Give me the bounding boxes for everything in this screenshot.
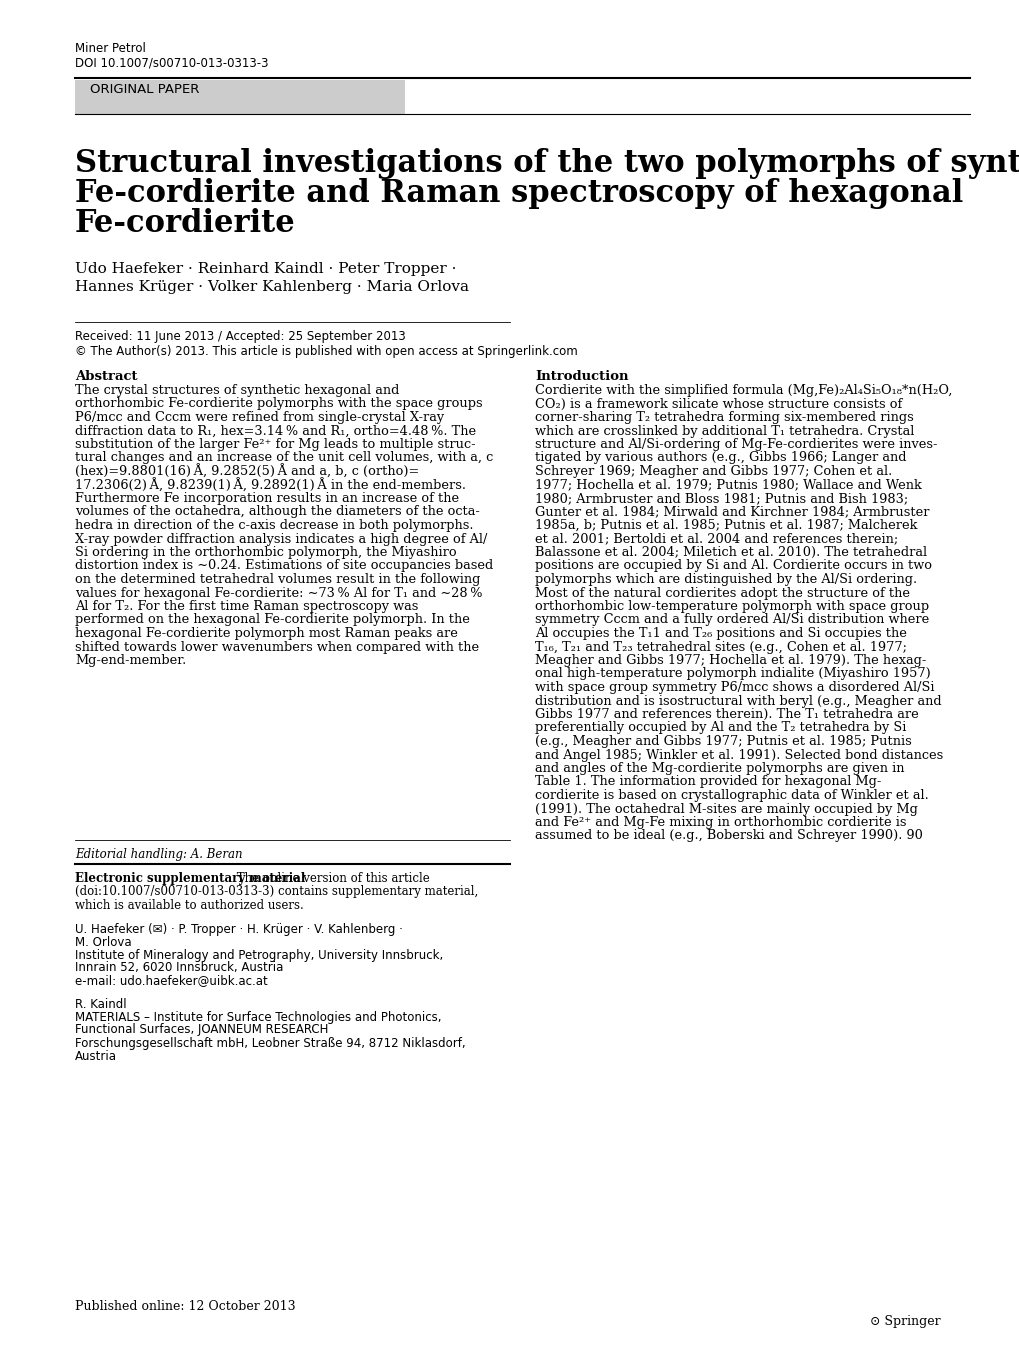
Text: ⊙ Springer: ⊙ Springer (869, 1314, 940, 1328)
Text: volumes of the octahedra, although the diameters of the octa-: volumes of the octahedra, although the d… (75, 505, 479, 519)
Text: Austria: Austria (75, 1050, 117, 1062)
Text: and Angel 1985; Winkler et al. 1991). Selected bond distances: and Angel 1985; Winkler et al. 1991). Se… (535, 748, 943, 762)
Text: which are crosslinked by additional T₁ tetrahedra. Crystal: which are crosslinked by additional T₁ t… (535, 424, 913, 438)
Text: Hannes Krüger · Volker Kahlenberg · Maria Orlova: Hannes Krüger · Volker Kahlenberg · Mari… (75, 280, 469, 294)
Text: e-mail: udo.haefeker@uibk.ac.at: e-mail: udo.haefeker@uibk.ac.at (75, 974, 268, 988)
Text: M. Orlova: M. Orlova (75, 935, 131, 948)
Text: The crystal structures of synthetic hexagonal and: The crystal structures of synthetic hexa… (75, 383, 399, 397)
Text: R. Kaindl: R. Kaindl (75, 997, 126, 1011)
Text: Gunter et al. 1984; Mirwald and Kirchner 1984; Armbruster: Gunter et al. 1984; Mirwald and Kirchner… (535, 505, 928, 519)
Text: shifted towards lower wavenumbers when compared with the: shifted towards lower wavenumbers when c… (75, 641, 479, 653)
Text: Structural investigations of the two polymorphs of synthetic: Structural investigations of the two pol… (75, 148, 1019, 179)
Text: tigated by various authors (e.g., Gibbs 1966; Langer and: tigated by various authors (e.g., Gibbs … (535, 451, 906, 465)
Text: Fe-cordierite and Raman spectroscopy of hexagonal: Fe-cordierite and Raman spectroscopy of … (75, 178, 962, 209)
Text: 1980; Armbruster and Bloss 1981; Putnis and Bish 1983;: 1980; Armbruster and Bloss 1981; Putnis … (535, 492, 907, 505)
Text: Introduction: Introduction (535, 370, 628, 383)
Text: values for hexagonal Fe-cordierite: ∼73 % Al for T₁ and ∼28 %: values for hexagonal Fe-cordierite: ∼73 … (75, 587, 482, 599)
Text: assumed to be ideal (e.g., Boberski and Schreyer 1990). 90: assumed to be ideal (e.g., Boberski and … (535, 829, 922, 843)
Text: corner-sharing T₂ tetrahedra forming six-membered rings: corner-sharing T₂ tetrahedra forming six… (535, 411, 913, 424)
Text: Fe-cordierite: Fe-cordierite (75, 209, 296, 238)
Text: CO₂) is a framework silicate whose structure consists of: CO₂) is a framework silicate whose struc… (535, 397, 902, 411)
Text: onal high-temperature polymorph indialite (Miyashiro 1957): onal high-temperature polymorph indialit… (535, 668, 930, 680)
Text: Gibbs 1977 and references therein). The T₁ tetrahedra are: Gibbs 1977 and references therein). The … (535, 709, 918, 721)
Text: orthorhombic low-temperature polymorph with space group: orthorhombic low-temperature polymorph w… (535, 600, 928, 612)
Text: Institute of Mineralogy and Petrography, University Innsbruck,: Institute of Mineralogy and Petrography,… (75, 948, 443, 962)
Text: symmetry Cccm and a fully ordered Al/Si distribution where: symmetry Cccm and a fully ordered Al/Si … (535, 614, 928, 626)
Text: distortion index is ∼0.24. Estimations of site occupancies based: distortion index is ∼0.24. Estimations o… (75, 560, 493, 573)
Text: ORIGINAL PAPER: ORIGINAL PAPER (90, 83, 199, 96)
Text: © The Author(s) 2013. This article is published with open access at Springerlink: © The Author(s) 2013. This article is pu… (75, 346, 577, 358)
Text: substitution of the larger Fe²⁺ for Mg leads to multiple struc-: substitution of the larger Fe²⁺ for Mg l… (75, 438, 475, 451)
Text: X-ray powder diffraction analysis indicates a high degree of Al/: X-ray powder diffraction analysis indica… (75, 533, 487, 546)
Text: Most of the natural cordierites adopt the structure of the: Most of the natural cordierites adopt th… (535, 587, 909, 599)
Text: and Fe²⁺ and Mg-Fe mixing in orthorhombic cordierite is: and Fe²⁺ and Mg-Fe mixing in orthorhombi… (535, 816, 906, 829)
Text: (doi:10.1007/s00710-013-0313-3) contains supplementary material,: (doi:10.1007/s00710-013-0313-3) contains… (75, 886, 478, 898)
Text: 1977; Hochella et al. 1979; Putnis 1980; Wallace and Wenk: 1977; Hochella et al. 1979; Putnis 1980;… (535, 478, 921, 492)
Text: which is available to authorized users.: which is available to authorized users. (75, 898, 304, 912)
Text: P6/mcc and Cccm were refined from single-crystal X-ray: P6/mcc and Cccm were refined from single… (75, 411, 443, 424)
Text: Miner Petrol: Miner Petrol (75, 42, 146, 56)
Text: Forschungsgesellschaft mbH, Leobner Straße 94, 8712 Niklasdorf,: Forschungsgesellschaft mbH, Leobner Stra… (75, 1037, 465, 1050)
Text: Innrain 52, 6020 Innsbruck, Austria: Innrain 52, 6020 Innsbruck, Austria (75, 962, 283, 974)
Text: Table 1. The information provided for hexagonal Mg-: Table 1. The information provided for he… (535, 775, 880, 789)
Text: Si ordering in the orthorhombic polymorph, the Miyashiro: Si ordering in the orthorhombic polymorp… (75, 546, 457, 560)
Text: hedra in direction of the c-axis decrease in both polymorphs.: hedra in direction of the c-axis decreas… (75, 519, 473, 533)
Text: Al for T₂. For the first time Raman spectroscopy was: Al for T₂. For the first time Raman spec… (75, 600, 418, 612)
Text: cordierite is based on crystallographic data of Winkler et al.: cordierite is based on crystallographic … (535, 789, 928, 802)
Text: The online version of this article: The online version of this article (232, 873, 429, 885)
Bar (75, 80, 405, 114)
Text: performed on the hexagonal Fe-cordierite polymorph. In the: performed on the hexagonal Fe-cordierite… (75, 614, 470, 626)
Text: (e.g., Meagher and Gibbs 1977; Putnis et al. 1985; Putnis: (e.g., Meagher and Gibbs 1977; Putnis et… (535, 734, 911, 748)
Text: U. Haefeker (✉) · P. Tropper · H. Krüger · V. Kahlenberg ·: U. Haefeker (✉) · P. Tropper · H. Krüger… (75, 923, 403, 935)
Text: Functional Surfaces, JOANNEUM RESEARCH: Functional Surfaces, JOANNEUM RESEARCH (75, 1023, 328, 1037)
Text: structure and Al/Si-ordering of Mg-Fe-cordierites were inves-: structure and Al/Si-ordering of Mg-Fe-co… (535, 438, 936, 451)
Text: Received: 11 June 2013 / Accepted: 25 September 2013: Received: 11 June 2013 / Accepted: 25 Se… (75, 331, 406, 343)
Text: Abstract: Abstract (75, 370, 138, 383)
Text: Balassone et al. 2004; Miletich et al. 2010). The tetrahedral: Balassone et al. 2004; Miletich et al. 2… (535, 546, 926, 560)
Text: on the determined tetrahedral volumes result in the following: on the determined tetrahedral volumes re… (75, 573, 480, 585)
Text: tural changes and an increase of the unit cell volumes, with a, c: tural changes and an increase of the uni… (75, 451, 493, 465)
Text: and angles of the Mg-cordierite polymorphs are given in: and angles of the Mg-cordierite polymorp… (535, 762, 904, 775)
Text: Mg-end-member.: Mg-end-member. (75, 654, 186, 667)
Text: Editorial handling: A. Beran: Editorial handling: A. Beran (75, 848, 243, 860)
Text: 1985a, b; Putnis et al. 1985; Putnis et al. 1987; Malcherek: 1985a, b; Putnis et al. 1985; Putnis et … (535, 519, 916, 533)
Text: 17.2306(2) Å, 9.8239(1) Å, 9.2892(1) Å in the end-members.: 17.2306(2) Å, 9.8239(1) Å, 9.2892(1) Å i… (75, 478, 466, 493)
Text: with space group symmetry P6/mcc shows a disordered Al/Si: with space group symmetry P6/mcc shows a… (535, 682, 933, 694)
Text: (1991). The octahedral M-sites are mainly occupied by Mg: (1991). The octahedral M-sites are mainl… (535, 802, 917, 816)
Text: diffraction data to R₁, hex=3.14 % and R₁, ortho=4.48 %. The: diffraction data to R₁, hex=3.14 % and R… (75, 424, 476, 438)
Text: T₁₆, T₂₁ and T₂₃ tetrahedral sites (e.g., Cohen et al. 1977;: T₁₆, T₂₁ and T₂₃ tetrahedral sites (e.g.… (535, 641, 906, 653)
Text: (hex)=9.8801(16) Å, 9.2852(5) Å and a, b, c (ortho)=: (hex)=9.8801(16) Å, 9.2852(5) Å and a, b… (75, 465, 419, 480)
Text: polymorphs which are distinguished by the Al/Si ordering.: polymorphs which are distinguished by th… (535, 573, 916, 585)
Text: Electronic supplementary material: Electronic supplementary material (75, 873, 305, 885)
Text: orthorhombic Fe-cordierite polymorphs with the space groups: orthorhombic Fe-cordierite polymorphs wi… (75, 397, 482, 411)
Text: Cordierite with the simplified formula (Mg,Fe)₂Al₄Si₅O₁₈*n(H₂O,: Cordierite with the simplified formula (… (535, 383, 952, 397)
Text: DOI 10.1007/s00710-013-0313-3: DOI 10.1007/s00710-013-0313-3 (75, 57, 268, 70)
Text: Udo Haefeker · Reinhard Kaindl · Peter Tropper ·: Udo Haefeker · Reinhard Kaindl · Peter T… (75, 262, 457, 276)
Text: preferentially occupied by Al and the T₂ tetrahedra by Si: preferentially occupied by Al and the T₂… (535, 721, 906, 734)
Text: Schreyer 1969; Meagher and Gibbs 1977; Cohen et al.: Schreyer 1969; Meagher and Gibbs 1977; C… (535, 465, 892, 478)
Text: Meagher and Gibbs 1977; Hochella et al. 1979). The hexag-: Meagher and Gibbs 1977; Hochella et al. … (535, 654, 925, 667)
Text: Al occupies the T₁1 and T₂₆ positions and Si occupies the: Al occupies the T₁1 and T₂₆ positions an… (535, 627, 906, 640)
Text: Published online: 12 October 2013: Published online: 12 October 2013 (75, 1299, 296, 1313)
Text: Furthermore Fe incorporation results in an increase of the: Furthermore Fe incorporation results in … (75, 492, 459, 505)
Text: et al. 2001; Bertoldi et al. 2004 and references therein;: et al. 2001; Bertoldi et al. 2004 and re… (535, 533, 898, 546)
Text: positions are occupied by Si and Al. Cordierite occurs in two: positions are occupied by Si and Al. Cor… (535, 560, 931, 573)
Text: distribution and is isostructural with beryl (e.g., Meagher and: distribution and is isostructural with b… (535, 695, 941, 707)
Text: MATERIALS – Institute for Surface Technologies and Photonics,: MATERIALS – Institute for Surface Techno… (75, 1011, 441, 1023)
Text: hexagonal Fe-cordierite polymorph most Raman peaks are: hexagonal Fe-cordierite polymorph most R… (75, 627, 458, 640)
